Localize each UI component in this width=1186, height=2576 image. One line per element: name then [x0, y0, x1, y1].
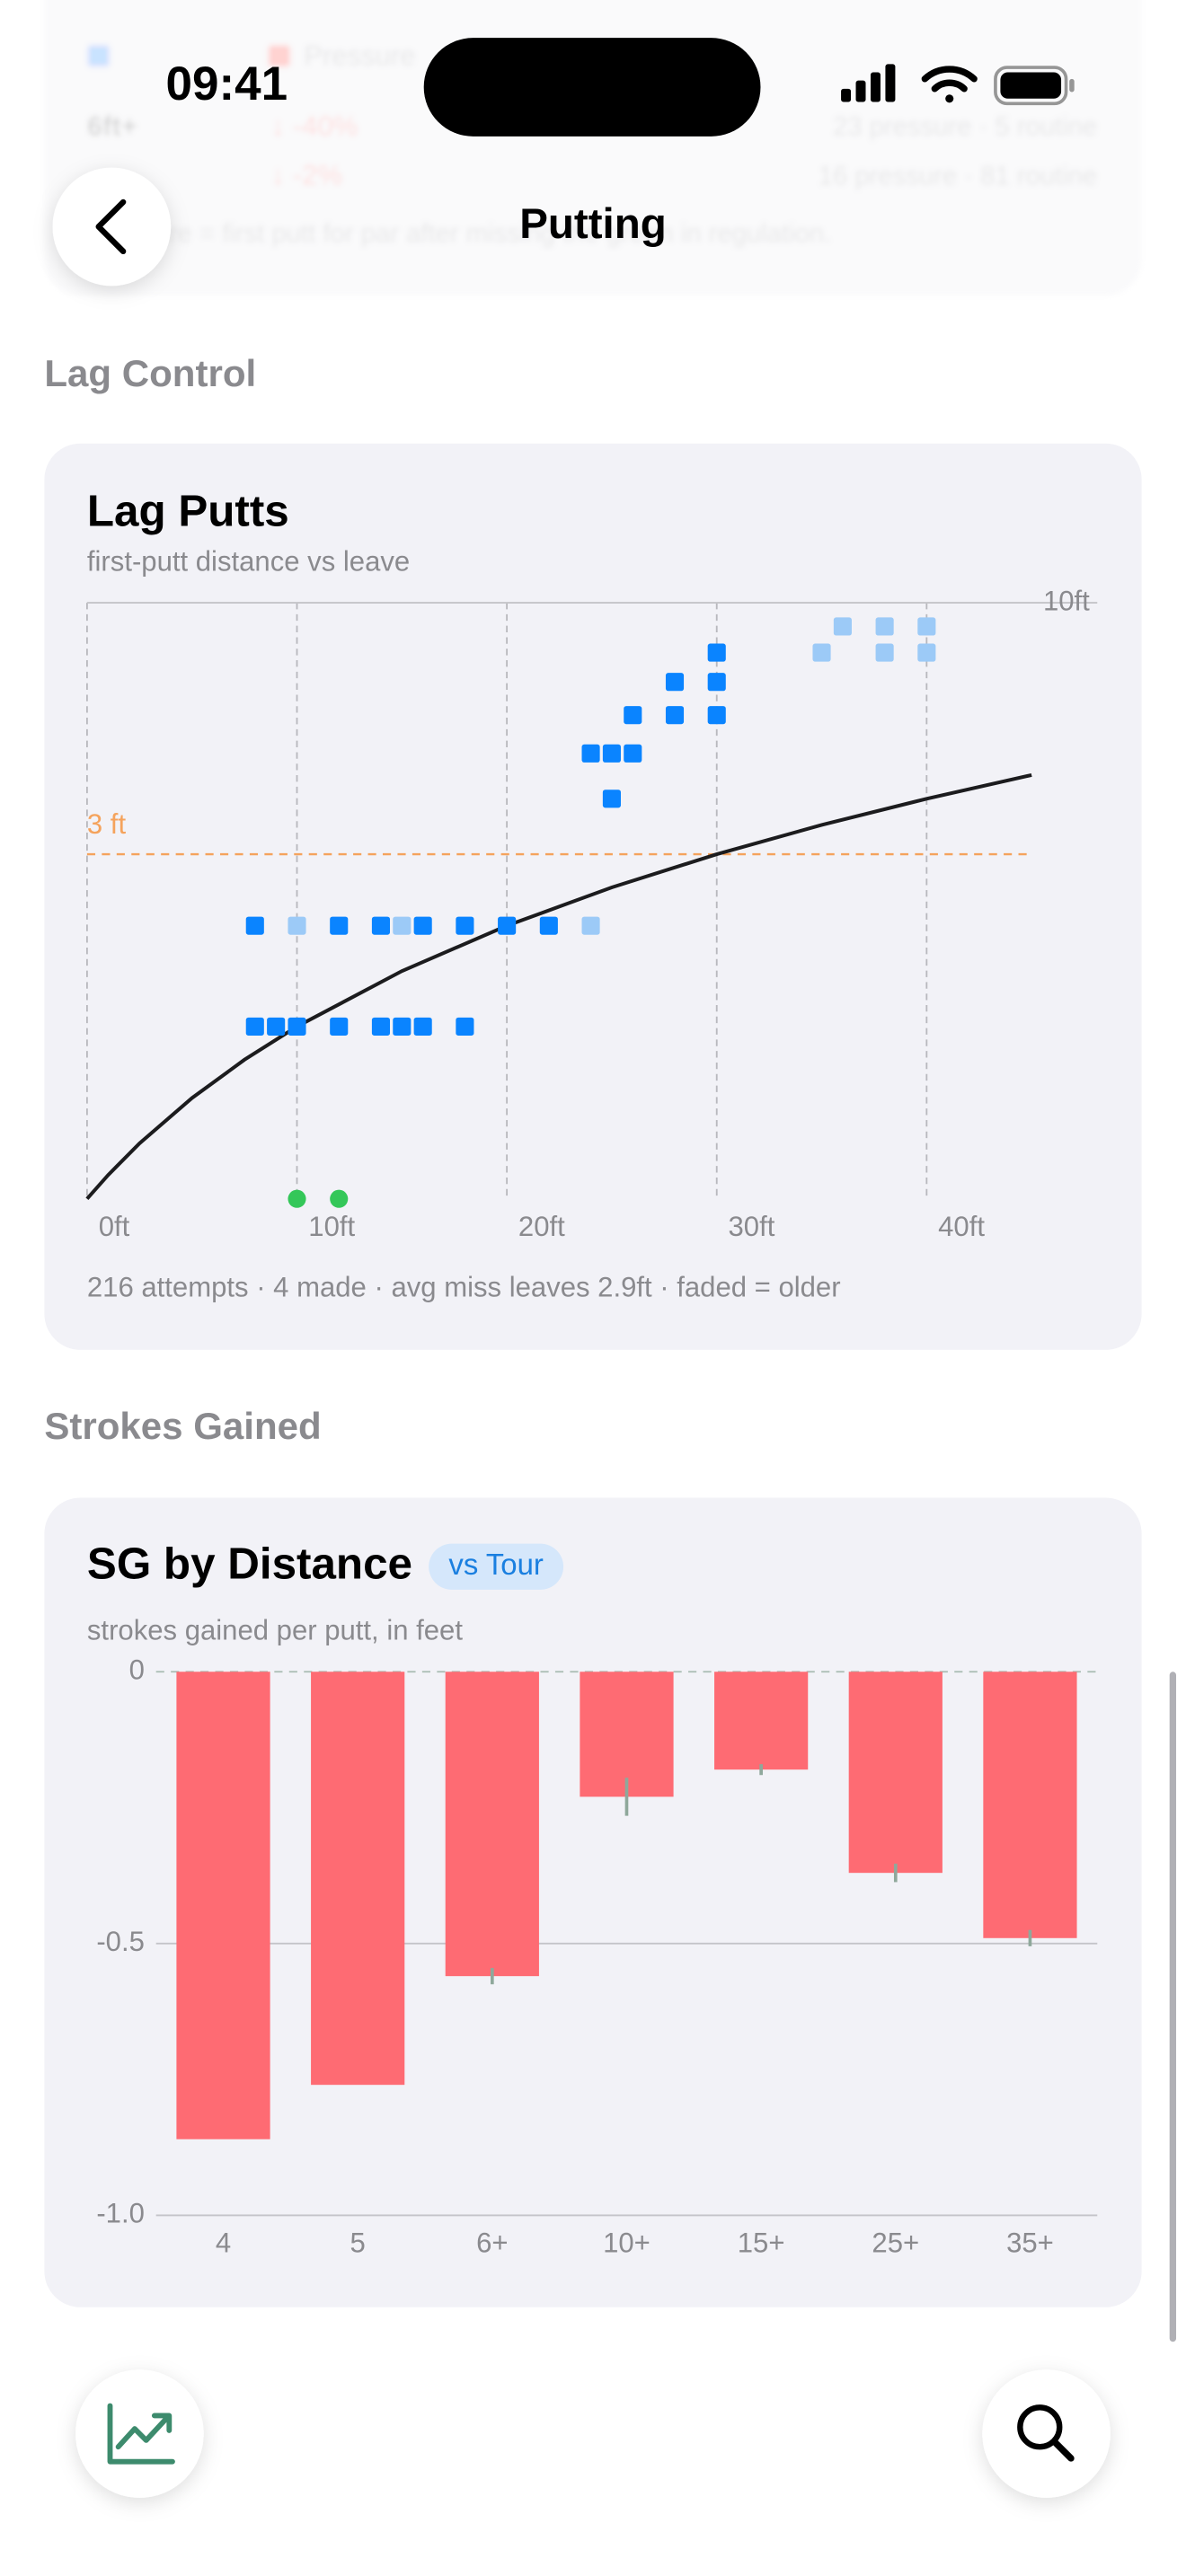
scroll-indicator — [1169, 1672, 1177, 2342]
section-label: Lag Control — [44, 352, 256, 394]
point — [456, 1017, 474, 1036]
card — [44, 443, 1142, 1350]
point — [833, 617, 852, 636]
chart-footnote: 216 attempts · 4 made · avg miss leaves … — [87, 1271, 841, 1302]
battery-icon — [994, 66, 1075, 106]
back-button[interactable] — [52, 167, 172, 287]
chart-title: SG by Distance — [87, 1539, 412, 1588]
x-tick-label: 0ft — [99, 1211, 130, 1242]
point — [602, 790, 621, 808]
point — [330, 1017, 349, 1036]
y-tick-label: -0.5 — [96, 1926, 145, 1957]
x-tick-label: 25+ — [872, 2228, 919, 2259]
x-tick-label: 4 — [216, 2228, 231, 2259]
chart-subtitle: first-putt distance vs leave — [87, 545, 410, 577]
x-tick-label: 10ft — [308, 1211, 355, 1242]
row-change: ↓ -2% — [271, 160, 342, 191]
point — [267, 1017, 286, 1036]
point — [875, 617, 894, 636]
nav-title: Putting — [519, 200, 667, 248]
point — [288, 916, 306, 935]
clock: 09:41 — [166, 57, 288, 110]
wifi-icon — [921, 66, 978, 103]
note: Pressure = first putt for par after miss… — [87, 219, 831, 248]
trends-button[interactable] — [75, 2369, 204, 2498]
point — [371, 916, 391, 935]
legend-label: Pressure — [304, 40, 415, 71]
badge-bg — [429, 1543, 564, 1590]
y-tick-label: 0 — [129, 1654, 145, 1685]
legend-swatch — [86, 44, 111, 68]
point — [665, 706, 685, 725]
point — [624, 706, 642, 725]
chart-title: Lag Putts — [87, 486, 289, 535]
row-change: ↓ -40% — [271, 110, 358, 142]
row-detail: 23 pressure · 5 routine — [833, 112, 1097, 141]
point — [624, 744, 642, 763]
point — [330, 1189, 349, 1208]
y-tick-label: 10ft — [1043, 585, 1090, 616]
bar — [445, 1672, 539, 1977]
point — [245, 1017, 264, 1036]
search-button[interactable] — [982, 2369, 1111, 2498]
point — [456, 916, 474, 935]
x-tick-label: 6+ — [476, 2228, 508, 2259]
point — [602, 744, 621, 763]
bar — [311, 1672, 405, 2086]
x-tick-label: 10+ — [603, 2228, 651, 2259]
point — [393, 1017, 412, 1036]
reference-label: 3 ft — [87, 808, 127, 840]
dynamic-island — [423, 38, 761, 137]
point — [393, 916, 412, 935]
point — [371, 1017, 391, 1036]
point — [581, 744, 600, 763]
x-tick-label: 20ft — [518, 1211, 565, 1242]
bar — [848, 1672, 943, 1874]
card — [44, 0, 1142, 296]
legend-swatch — [268, 44, 291, 68]
point — [245, 916, 264, 935]
bar — [714, 1672, 809, 1770]
bar — [176, 1672, 270, 2139]
point — [498, 916, 517, 935]
point — [413, 1017, 432, 1036]
y-tick-label: -1.0 — [96, 2198, 145, 2229]
x-tick-label: 15+ — [738, 2228, 785, 2259]
x-tick-label: 40ft — [938, 1211, 985, 1242]
row-label: 6ft+ — [87, 110, 137, 142]
section-label: Strokes Gained — [44, 1405, 321, 1447]
point — [665, 673, 685, 692]
point — [812, 643, 831, 662]
signal-icon — [841, 64, 896, 102]
point — [288, 1189, 306, 1208]
chart-subtitle: strokes gained per putt, in feet — [87, 1615, 463, 1646]
scrolled-card: Pressure 6ft+ ↓ -40% 23 pressure · 5 rou… — [44, 0, 1142, 296]
point — [330, 916, 349, 935]
badge: vs Tour — [448, 1548, 543, 1581]
point — [581, 916, 600, 935]
point — [539, 916, 558, 935]
bar — [983, 1672, 1077, 1938]
point — [917, 617, 936, 636]
x-tick-label: 30ft — [729, 1211, 775, 1242]
row-detail: 16 pressure · 81 routine — [819, 162, 1098, 190]
point — [917, 643, 936, 662]
bar — [580, 1672, 674, 1797]
x-tick-label: 5 — [350, 2228, 366, 2259]
x-tick-label: 35+ — [1006, 2228, 1054, 2259]
point — [707, 673, 726, 692]
point — [288, 1017, 306, 1036]
point — [707, 643, 726, 662]
point — [875, 643, 894, 662]
point — [707, 706, 726, 725]
point — [413, 916, 432, 935]
fit-line — [85, 772, 1032, 1201]
